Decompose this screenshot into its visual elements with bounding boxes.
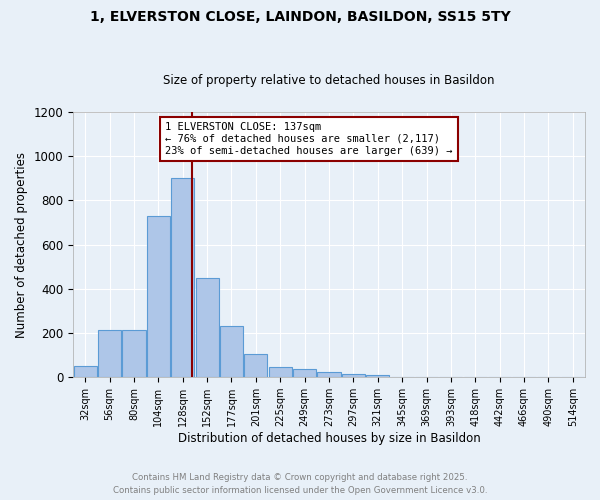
Bar (244, 354, 268, 377)
Bar (317, 372, 341, 377)
Text: Contains HM Land Registry data © Crown copyright and database right 2025.
Contai: Contains HM Land Registry data © Crown c… (113, 474, 487, 495)
Text: 1 ELVERSTON CLOSE: 137sqm
← 76% of detached houses are smaller (2,117)
23% of se: 1 ELVERSTON CLOSE: 137sqm ← 76% of detac… (165, 122, 452, 156)
Bar (366, 375, 389, 377)
Bar (98, 330, 121, 377)
Bar (122, 330, 146, 377)
Bar (171, 178, 194, 377)
Bar (342, 374, 365, 377)
Bar (74, 366, 97, 377)
Title: Size of property relative to detached houses in Basildon: Size of property relative to detached ho… (163, 74, 495, 87)
Bar (147, 216, 170, 377)
Bar (220, 326, 243, 377)
Text: 1, ELVERSTON CLOSE, LAINDON, BASILDON, SS15 5TY: 1, ELVERSTON CLOSE, LAINDON, BASILDON, S… (89, 10, 511, 24)
Bar (196, 278, 218, 377)
Y-axis label: Number of detached properties: Number of detached properties (15, 152, 28, 338)
Bar (293, 370, 316, 377)
X-axis label: Distribution of detached houses by size in Basildon: Distribution of detached houses by size … (178, 432, 481, 445)
Bar (269, 368, 292, 377)
